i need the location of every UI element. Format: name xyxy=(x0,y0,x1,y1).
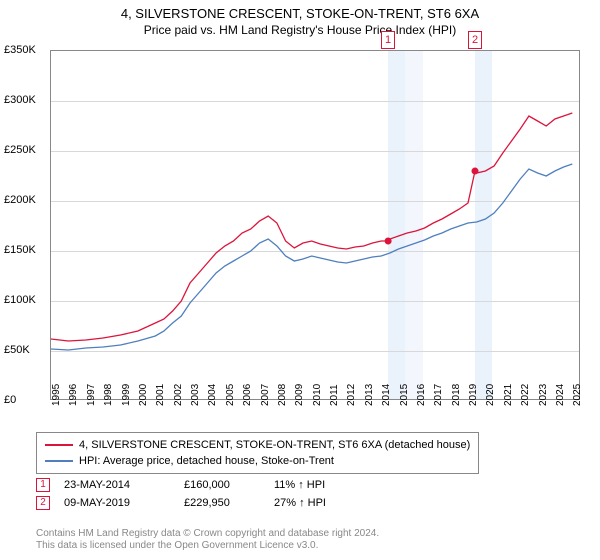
event-table: 1 23-MAY-2014£160,00011% ↑ HPI 2 09-MAY-201… xyxy=(36,476,374,512)
event-row: 1 23-MAY-2014£160,00011% ↑ HPI xyxy=(36,476,374,494)
series-price_paid xyxy=(51,113,572,341)
chart-svg xyxy=(51,51,579,399)
event-price: £229,950 xyxy=(184,497,274,509)
event-point xyxy=(385,238,392,245)
footer-attribution: Contains HM Land Registry data © Crown c… xyxy=(36,528,379,552)
legend-swatch xyxy=(45,444,73,446)
footer-line: This data is licensed under the Open Gov… xyxy=(36,540,379,552)
y-axis-label: £300K xyxy=(4,94,36,106)
y-axis-label: £50K xyxy=(4,344,30,356)
event-row: 2 09-MAY-2019£229,95027% ↑ HPI xyxy=(36,494,374,512)
series-hpi xyxy=(51,164,572,350)
legend-item: HPI: Average price, detached house, Stok… xyxy=(45,453,470,469)
event-delta: 27% ↑ HPI xyxy=(274,497,374,509)
event-date: 09-MAY-2019 xyxy=(64,497,184,509)
y-axis-label: £150K xyxy=(4,244,36,256)
y-axis-label: £0 xyxy=(4,394,16,406)
event-price: £160,000 xyxy=(184,479,274,491)
legend-item: 4, SILVERSTONE CRESCENT, STOKE-ON-TRENT,… xyxy=(45,437,470,453)
legend-label: HPI: Average price, detached house, Stok… xyxy=(79,453,334,469)
y-axis-label: £100K xyxy=(4,294,36,306)
chart-title: 4, SILVERSTONE CRESCENT, STOKE-ON-TRENT,… xyxy=(0,0,600,21)
event-point xyxy=(472,168,479,175)
event-marker-1: 1 xyxy=(381,31,395,49)
y-axis-label: £200K xyxy=(4,194,36,206)
event-date: 23-MAY-2014 xyxy=(64,479,184,491)
event-marker-2: 2 xyxy=(468,31,482,49)
y-axis-label: £350K xyxy=(4,44,36,56)
legend-label: 4, SILVERSTONE CRESCENT, STOKE-ON-TRENT,… xyxy=(79,437,470,453)
chart-legend: 4, SILVERSTONE CRESCENT, STOKE-ON-TRENT,… xyxy=(36,432,479,474)
event-marker-inline: 2 xyxy=(36,496,50,510)
event-delta: 11% ↑ HPI xyxy=(274,479,374,491)
y-axis-label: £250K xyxy=(4,144,36,156)
legend-swatch xyxy=(45,460,73,462)
chart-plot-area: 1995199619971998199920002001200220032004… xyxy=(50,50,580,400)
footer-line: Contains HM Land Registry data © Crown c… xyxy=(36,528,379,540)
chart-subtitle: Price paid vs. HM Land Registry's House … xyxy=(0,21,600,37)
event-marker-inline: 1 xyxy=(36,478,50,492)
